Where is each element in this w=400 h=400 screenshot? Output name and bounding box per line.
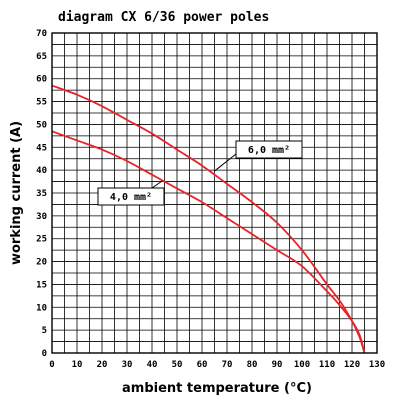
y-tick-label: 5 — [42, 326, 47, 336]
x-tick-label: 130 — [369, 360, 385, 370]
plot-frame — [51, 32, 378, 354]
series-label-box — [235, 140, 303, 159]
y-tick-label: 25 — [36, 235, 47, 245]
tick-labels: 0 10 20 30 40 50 60 70 80 90 100 110 120 130 0 5 10 15 20 2… — [36, 29, 385, 370]
y-tick-label: 15 — [36, 280, 47, 290]
y-tick-label: 30 — [36, 212, 47, 222]
y-tick-label: 10 — [36, 303, 47, 313]
chart-title: diagram CX 6/36 power poles — [58, 10, 269, 25]
x-tick-label: 80 — [247, 360, 258, 370]
y-tick-label: 55 — [36, 98, 47, 108]
grid — [51, 32, 378, 354]
y-tick-label: 40 — [36, 166, 47, 176]
y-tick-label: 20 — [36, 258, 47, 268]
series-label-leader — [214, 153, 237, 172]
x-tick-label: 120 — [344, 360, 360, 370]
x-tick-label: 40 — [147, 360, 158, 370]
y-tick-label: 60 — [36, 75, 47, 85]
y-tick-label: 65 — [36, 52, 47, 62]
series-label-2: 4,0 mm² — [110, 192, 152, 203]
series-label-box — [97, 187, 165, 206]
series-labels: 6,0 mm² 4,0 mm² — [97, 140, 303, 206]
y-tick-label: 0 — [42, 349, 47, 359]
series-lines — [51, 84, 366, 354]
x-tick-label: 20 — [97, 360, 108, 370]
series-line-1 — [51, 84, 366, 354]
x-tick-label: 110 — [319, 360, 335, 370]
x-tick-label: 10 — [72, 360, 83, 370]
x-tick-label: 30 — [122, 360, 133, 370]
x-tick-label: 50 — [172, 360, 183, 370]
y-tick-label: 45 — [36, 143, 47, 153]
series-label-1: 6,0 mm² — [248, 145, 290, 156]
y-tick-label: 70 — [36, 29, 47, 39]
y-axis-label: working current (A) — [9, 121, 24, 265]
series-line-2 — [51, 130, 366, 354]
x-tick-label: 0 — [49, 360, 54, 370]
series-label-leader — [151, 180, 163, 189]
y-tick-label: 35 — [36, 189, 47, 199]
y-tick-label: 50 — [36, 120, 47, 130]
x-tick-label: 70 — [222, 360, 233, 370]
x-tick-label: 100 — [294, 360, 310, 370]
x-axis-label: ambient temperature (°C) — [122, 381, 312, 396]
x-tick-label: 90 — [272, 360, 283, 370]
x-tick-label: 60 — [197, 360, 208, 370]
